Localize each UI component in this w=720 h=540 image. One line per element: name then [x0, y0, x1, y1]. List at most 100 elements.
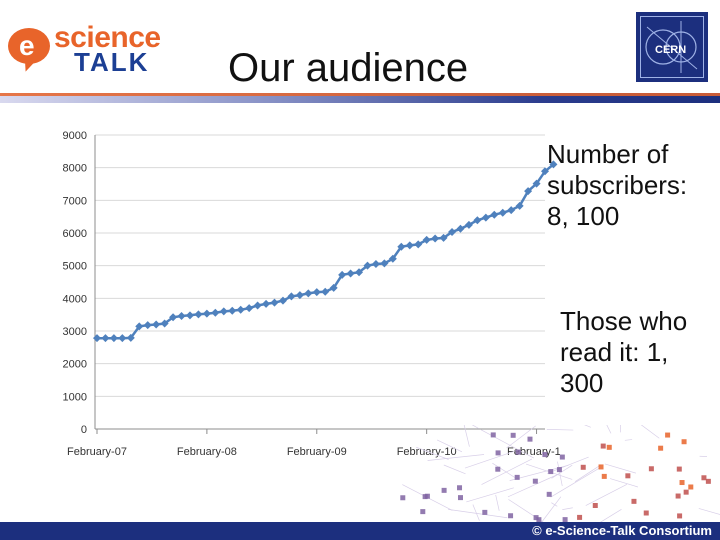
y-tick-label: 2000 — [63, 359, 87, 371]
footer-bar: © e-Science-Talk Consortium — [0, 522, 720, 540]
network-node — [495, 466, 501, 472]
data-point — [101, 334, 110, 343]
network-node — [701, 475, 707, 481]
network-node — [536, 517, 542, 522]
data-point — [355, 268, 364, 277]
data-point — [93, 334, 101, 343]
data-point — [338, 270, 347, 279]
data-point — [431, 234, 440, 243]
network-node — [420, 509, 426, 515]
network-line — [464, 449, 520, 469]
network-node — [681, 439, 687, 445]
data-point — [371, 260, 380, 269]
network-line — [481, 458, 533, 485]
data-point — [304, 289, 313, 298]
data-point — [397, 242, 406, 251]
data-point — [388, 254, 397, 263]
data-point — [448, 228, 457, 237]
data-point — [177, 311, 186, 320]
data-point — [126, 333, 135, 342]
data-point — [135, 322, 144, 331]
network-node — [482, 509, 488, 515]
data-point — [202, 309, 211, 318]
data-point — [143, 321, 152, 330]
logo-science-text: science — [54, 21, 161, 54]
network-decoration — [400, 425, 720, 522]
y-tick-label: 3000 — [63, 326, 87, 338]
network-line — [562, 507, 573, 510]
network-node — [658, 445, 664, 451]
network-node — [676, 466, 682, 472]
data-point — [169, 313, 178, 322]
data-point — [245, 304, 254, 313]
subscribers-line-chart: 0 1000 2000 3000 4000 5000 6000 7000 8000 9000 Feb… — [63, 130, 560, 458]
y-tick-label: 4000 — [63, 293, 87, 305]
network-line — [427, 454, 485, 461]
network-node — [441, 487, 447, 493]
network-node — [677, 513, 683, 519]
x-tick-label: February-08 — [177, 446, 237, 458]
x-tick-label: February-07 — [67, 446, 127, 458]
network-node — [546, 491, 552, 497]
network-node — [675, 493, 681, 499]
data-point — [270, 298, 279, 307]
network-node — [527, 436, 533, 442]
network-node — [592, 502, 598, 508]
network-node — [457, 495, 463, 501]
network-node — [562, 517, 568, 522]
data-point — [363, 261, 372, 270]
data-point — [490, 210, 499, 219]
y-tick-label: 1000 — [63, 391, 87, 403]
network-line — [506, 425, 536, 449]
network-node — [665, 432, 671, 438]
network-line — [472, 504, 480, 521]
cern-logo-frame: CERN — [640, 16, 704, 78]
network-line — [604, 463, 637, 474]
data-point — [515, 201, 524, 210]
network-node — [548, 469, 554, 475]
data-point — [287, 292, 296, 301]
logo-speech-bubble-icon: e — [8, 28, 50, 64]
network-line — [609, 478, 639, 488]
data-point — [329, 283, 338, 292]
data-point — [262, 299, 271, 308]
network-node — [683, 489, 689, 495]
data-point — [524, 187, 533, 196]
network-line — [574, 464, 602, 483]
data-point — [549, 160, 558, 169]
network-node — [457, 485, 463, 491]
network-line — [606, 425, 612, 434]
data-point — [118, 334, 127, 343]
data-point — [405, 241, 414, 250]
network-node — [490, 432, 496, 438]
y-tick-label: 0 — [81, 424, 87, 436]
network-line — [698, 508, 720, 515]
network-node — [598, 464, 604, 470]
network-line — [624, 439, 633, 441]
y-tick-label: 5000 — [63, 261, 87, 273]
network-node — [606, 444, 612, 450]
network-node — [532, 478, 538, 484]
network-node — [424, 493, 430, 499]
data-point — [414, 240, 423, 249]
data-point — [295, 291, 304, 300]
network-node — [559, 454, 565, 460]
data-point — [541, 167, 549, 176]
data-point — [185, 311, 194, 320]
network-line — [436, 439, 463, 453]
header-bar — [0, 93, 720, 103]
data-point — [498, 208, 507, 217]
network-line — [600, 509, 622, 522]
network-node — [510, 432, 516, 438]
data-point — [278, 296, 287, 305]
network-line — [541, 496, 562, 522]
data-point — [152, 320, 161, 329]
data-point — [194, 310, 203, 319]
network-line — [550, 467, 601, 498]
cern-rings-icon — [645, 21, 698, 73]
network-node — [542, 452, 548, 458]
network-node — [625, 473, 631, 479]
data-point — [109, 334, 118, 343]
network-node — [688, 484, 694, 490]
network-line — [557, 461, 563, 487]
